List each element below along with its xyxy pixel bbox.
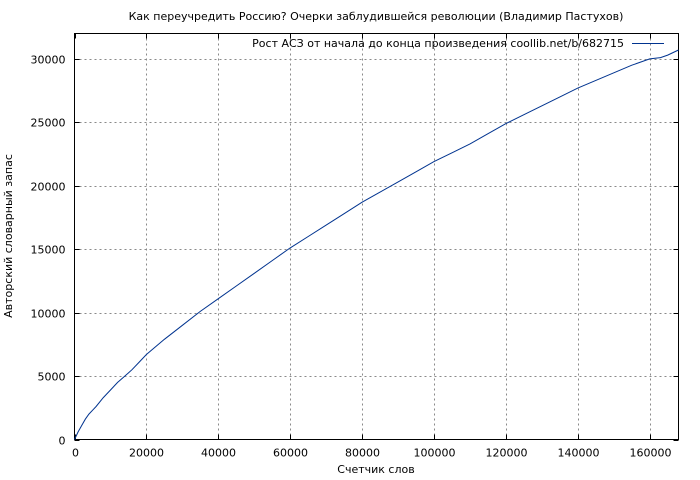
axis-ticks: 0 20000 40000 60000 80000 100000 120000 140000 1… [31, 33, 679, 460]
y-tick-label: 20000 [31, 181, 66, 194]
x-tick-label: 100000 [414, 447, 456, 460]
y-axis-label: Авторский словарный запас [2, 154, 15, 318]
y-tick-label: 15000 [31, 244, 66, 257]
x-tick-label: 120000 [486, 447, 528, 460]
x-tick-label: 0 [72, 447, 79, 460]
legend: Рост АСЗ от начала до конца произведения… [252, 37, 664, 50]
x-tick-label: 20000 [129, 447, 164, 460]
x-tick-label: 140000 [558, 447, 600, 460]
y-tick-label: 10000 [31, 308, 66, 321]
legend-label: Рост АСЗ от начала до конца произведения… [252, 37, 624, 50]
x-tick-label: 80000 [345, 447, 380, 460]
y-tick-label: 25000 [31, 117, 66, 130]
x-tick-label: 40000 [201, 447, 236, 460]
x-tick-label: 160000 [630, 447, 672, 460]
series-line [74, 49, 679, 440]
grid-lines [74, 33, 679, 440]
y-tick-label: 0 [59, 435, 66, 448]
y-tick-label: 5000 [38, 371, 66, 384]
chart-title: Как переучредить Россию? Очерки заблудив… [129, 10, 624, 23]
y-tick-label: 30000 [31, 54, 66, 67]
plot-frame [74, 33, 679, 440]
x-axis-label: Счетчик слов [337, 463, 414, 476]
x-tick-label: 60000 [273, 447, 308, 460]
